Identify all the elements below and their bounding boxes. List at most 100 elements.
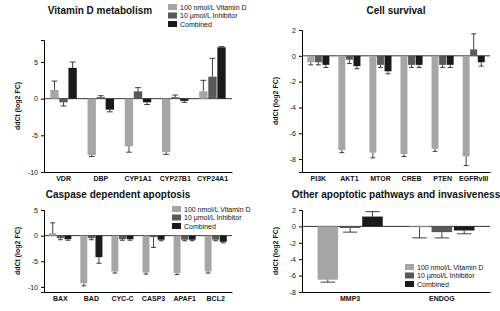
x-tick-label: BAD — [84, 295, 99, 302]
error-bar — [81, 283, 86, 286]
legend-label: 100 nmol/L Vitamin D — [417, 264, 484, 271]
x-tick: ENDOG — [429, 292, 455, 302]
x-tick: EGFRvIII — [459, 172, 488, 182]
error-bar — [107, 110, 113, 112]
y-tick-mark — [41, 62, 44, 63]
error-bar — [479, 62, 484, 66]
legend: 100 nmol/L Vitamin D10 µmol/L InhibitorC… — [405, 264, 484, 288]
bar — [95, 236, 102, 258]
legend-swatch — [168, 21, 177, 27]
y-tick-mark — [41, 261, 44, 262]
error-bar — [343, 228, 357, 232]
bar — [180, 99, 188, 101]
legend-swatch — [168, 13, 177, 19]
legend-entry: 100 nmol/L Vitamin D — [405, 264, 484, 271]
legend-entry: Combined — [168, 21, 212, 28]
bar — [150, 236, 157, 238]
bar — [142, 236, 149, 273]
x-tick: CYP24A1 — [197, 172, 228, 182]
bar — [432, 226, 453, 232]
error-bar — [144, 102, 150, 104]
bar — [80, 236, 87, 284]
legend-label: 10 µmol/L Inhibitor — [417, 272, 475, 280]
y-axis: -10-505 — [28, 41, 45, 176]
y-tick: 0 — [292, 223, 302, 230]
legend-label: Combined — [417, 281, 449, 288]
x-tick-label: CASP3 — [142, 295, 165, 302]
bar — [217, 47, 225, 98]
x-tick-label: ENDOG — [429, 295, 455, 302]
error-bar — [219, 46, 225, 48]
bar — [408, 56, 415, 65]
zero-line — [302, 55, 490, 56]
error-bar — [172, 95, 178, 97]
x-tick-label: CYP24A1 — [197, 175, 228, 182]
bar — [353, 56, 360, 66]
error-bar — [135, 88, 141, 92]
x-axis: BAXBADCYC-CCASP3APAF1BCL2 — [45, 292, 233, 302]
x-axis-line — [303, 292, 491, 293]
error-bar — [65, 239, 70, 240]
y-axis: -8-6-4-202 — [290, 207, 303, 296]
y-tick-label: 5 — [34, 207, 38, 214]
bar — [199, 91, 207, 98]
x-tick-label: BCL2 — [207, 295, 225, 302]
legend: 100 nmol/L Vitamin D10 µmol/L InhibitorC… — [172, 206, 251, 230]
error-bar — [347, 60, 352, 64]
figure: Vitamin D metabolismddCt (log2 FC)-10-50… — [0, 0, 500, 311]
bar — [454, 226, 475, 230]
error-bar — [163, 152, 169, 154]
error-bar — [339, 150, 344, 153]
x-tick: PI3K — [311, 172, 327, 182]
bar — [189, 236, 196, 240]
error-bar — [378, 65, 383, 68]
y-axis-title: ddCt (log2 FC) — [14, 227, 22, 275]
bar — [181, 236, 188, 240]
y-tick: -4 — [290, 256, 302, 263]
chart-title: Cell survival — [367, 5, 426, 16]
x-tick: APAF1 — [173, 292, 196, 302]
error-bar — [175, 273, 180, 275]
y-tick-mark — [41, 236, 44, 237]
x-tick-label: BAX — [53, 295, 68, 302]
y-tick-label: -2 — [290, 78, 296, 85]
x-tick: BAD — [84, 292, 99, 302]
y-tick-label: -8 — [290, 156, 296, 163]
error-bar — [159, 240, 164, 241]
bar — [416, 56, 423, 65]
y-tick-mark — [41, 210, 44, 211]
legend-swatch — [172, 206, 181, 212]
error-bar — [98, 96, 104, 97]
legend-label: Combined — [180, 21, 212, 28]
y-tick-mark — [299, 30, 302, 31]
bar — [478, 56, 485, 62]
error-bar — [52, 81, 58, 90]
error-bar — [213, 240, 218, 241]
bar — [369, 56, 376, 153]
bar — [127, 236, 134, 240]
y-tick-mark — [41, 172, 44, 173]
y-tick-mark — [299, 107, 302, 108]
x-tick-label: CREB — [402, 175, 422, 182]
bar — [307, 56, 314, 62]
bar — [134, 91, 142, 98]
bar — [125, 99, 133, 147]
y-tick-mark — [299, 82, 302, 83]
bar — [318, 226, 339, 279]
error-bar — [61, 102, 67, 106]
y-tick-mark — [299, 56, 302, 57]
x-tick: DBP — [93, 172, 108, 182]
bar — [463, 56, 470, 157]
error-bar — [50, 223, 55, 233]
y-tick-label: 0 — [34, 95, 38, 102]
y-tick: -5 — [32, 258, 44, 265]
y-tick-label: -10 — [28, 169, 38, 176]
bar — [208, 77, 216, 99]
y-tick: -8 — [290, 289, 302, 296]
error-bar — [417, 65, 422, 68]
error-bar — [144, 273, 149, 275]
error-bar — [128, 239, 133, 240]
bar — [50, 90, 58, 99]
x-tick-label: EGFRvIII — [459, 175, 488, 182]
x-tick: VDR — [56, 172, 71, 182]
